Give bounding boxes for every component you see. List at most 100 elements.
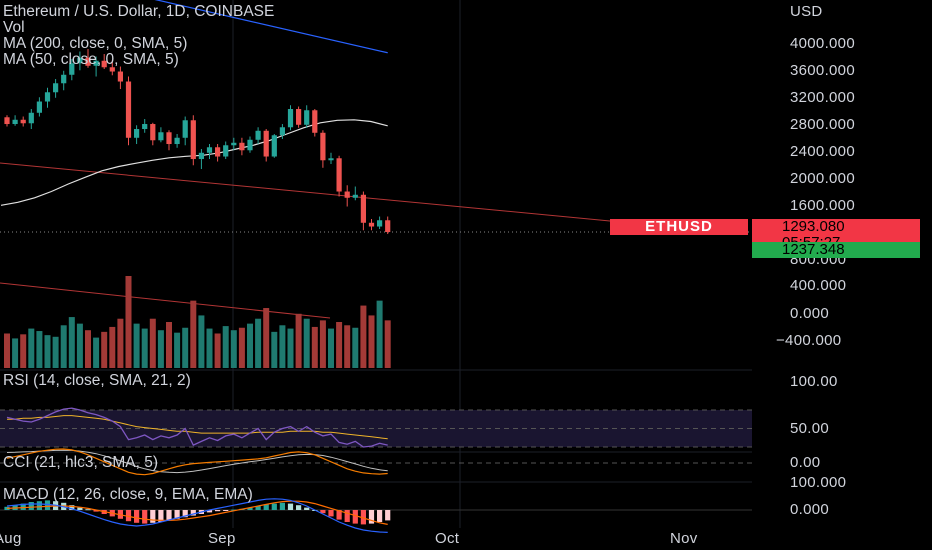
- macd-hist-bar-17: [142, 510, 148, 524]
- candle-body-5: [44, 92, 51, 102]
- macd-hist-bar-44: [360, 510, 366, 525]
- macd-hist-bar-22: [182, 510, 188, 518]
- macd-hist-bar-8: [69, 505, 75, 510]
- volume-bar-36: [295, 313, 302, 368]
- volume-bar-8: [68, 317, 75, 368]
- rsi-label[interactable]: RSI (14, close, SMA, 21, 2): [3, 372, 191, 389]
- macd-hist-bar-32: [263, 504, 269, 510]
- macd-hist-bar-45: [368, 510, 375, 524]
- volume-bar-7: [60, 325, 67, 368]
- volume-bar-1: [12, 338, 19, 368]
- symbol-tag: ETHUSD: [610, 219, 748, 235]
- volume-bar-10: [85, 330, 91, 368]
- candle-body-43: [352, 194, 358, 198]
- macd-hist-bar-46: [377, 510, 383, 522]
- cci-ma-line: [6, 449, 388, 474]
- macd-hist-bar-40: [328, 510, 334, 517]
- candle-body-15: [125, 81, 132, 138]
- candle-body-34: [279, 127, 285, 136]
- macd-hist-bar-11: [93, 510, 99, 512]
- macd-hist-bar-42: [344, 510, 350, 522]
- cci-line: [6, 448, 388, 476]
- macd-hist-bar-4: [36, 501, 42, 510]
- cci-tick-0: 0.00: [790, 454, 821, 471]
- volume-tick-neg400: −400.000: [776, 332, 842, 349]
- candle-body-36: [296, 109, 302, 125]
- candle-body-17: [142, 124, 148, 130]
- cci-label[interactable]: CCI (21, hlc3, SMA, 5): [3, 454, 159, 471]
- macd-hist-bar-31: [255, 506, 261, 510]
- volume-bar-11: [93, 337, 100, 368]
- price-trendline: [0, 162, 611, 222]
- candle-body-46: [377, 220, 383, 227]
- price-tick-2000: 2000.000: [790, 170, 855, 187]
- macd-hist-bar-33: [271, 503, 277, 510]
- macd-label[interactable]: MACD (12, 26, close, 9, EMA, EMA): [3, 486, 253, 503]
- candle-body-9: [77, 57, 83, 64]
- volume-bar-29: [238, 327, 245, 368]
- volume-bar-39: [319, 320, 326, 368]
- volume-bar-2: [20, 334, 27, 368]
- candle-body-1: [12, 119, 18, 125]
- macd-hist-bar-39: [320, 510, 326, 514]
- candle-body-16: [134, 129, 140, 138]
- candle-body-11: [93, 60, 99, 66]
- candle-body-4: [36, 101, 42, 113]
- candle-body-41: [336, 158, 342, 192]
- volume-bar-22: [182, 327, 189, 368]
- macd-tick-100: 100.000: [790, 474, 847, 491]
- candle-body-37: [304, 110, 310, 125]
- last-price-value: 1293.080: [782, 218, 845, 235]
- volume-bar-32: [263, 308, 270, 368]
- volume-bar-0: [4, 333, 10, 368]
- candle-body-31: [255, 130, 261, 140]
- price-tick-3200: 3200.000: [790, 89, 855, 106]
- macd-hist-bar-25: [206, 510, 213, 513]
- macd-hist-bar-43: [352, 510, 358, 524]
- macd-line: [6, 498, 388, 533]
- vol-legend[interactable]: Vol: [3, 19, 25, 36]
- candle-body-22: [182, 120, 188, 138]
- macd-signal-line: [6, 500, 388, 525]
- candle-body-25: [206, 147, 213, 153]
- ma50-legend[interactable]: MA (50, close, 0, SMA, 5): [3, 51, 179, 68]
- price-tick-2800: 2800.000: [790, 116, 855, 133]
- ma200-legend[interactable]: MA (200, close, 0, SMA, 5): [3, 35, 188, 52]
- price-tick-3600: 3600.000: [790, 62, 855, 79]
- volume-tick-0: 0.000: [790, 305, 830, 322]
- macd-hist-bar-19: [158, 510, 164, 522]
- candle-body-35: [287, 109, 294, 128]
- candle-body-23: [190, 120, 196, 160]
- macd-hist-bar-9: [77, 507, 83, 510]
- macd-hist-bar-3: [28, 502, 34, 510]
- volume-bar-3: [28, 328, 35, 368]
- macd-hist-bar-36: [296, 505, 302, 510]
- candle-body-20: [166, 132, 172, 145]
- macd-hist-bar-10: [85, 509, 91, 511]
- rsi-band: [0, 410, 752, 447]
- macd-hist-bar-34: [279, 502, 285, 510]
- macd-hist-bar-2: [20, 503, 26, 510]
- macd-hist-bar-15: [125, 510, 132, 522]
- candle-body-42: [344, 191, 350, 198]
- volume-bar-18: [149, 318, 156, 368]
- candle-body-6: [53, 83, 59, 93]
- macd-hist-bar-28: [231, 509, 237, 511]
- macd-hist-bar-21: [174, 510, 180, 519]
- volume-bar-26: [214, 333, 221, 368]
- macd-hist-bar-30: [247, 507, 253, 510]
- candle-body-14: [117, 71, 123, 82]
- candle-body-12: [101, 60, 107, 68]
- volume-bar-13: [109, 326, 116, 368]
- volume-bar-17: [141, 328, 148, 368]
- volume-bar-25: [206, 328, 213, 368]
- price-tick-4000: 4000.000: [790, 35, 855, 52]
- candle-body-7: [61, 74, 67, 84]
- candle-body-33: [271, 135, 277, 157]
- volume-bar-42: [344, 325, 351, 368]
- volume-bar-15: [125, 276, 132, 368]
- macd-tick-0: 0.000: [790, 501, 830, 518]
- candle-body-8: [69, 63, 75, 75]
- volume-bar-28: [230, 330, 237, 368]
